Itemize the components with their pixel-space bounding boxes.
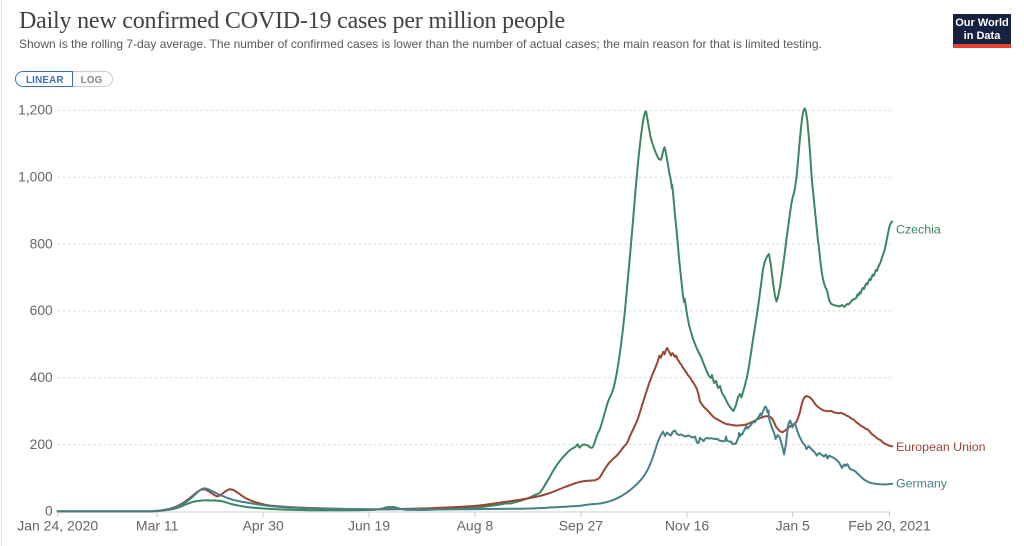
svg-text:0: 0 (45, 504, 53, 519)
svg-text:1,000: 1,000 (18, 169, 53, 184)
svg-text:European Union: European Union (896, 440, 986, 454)
svg-text:Sep 27: Sep 27 (559, 518, 604, 534)
svg-text:Nov 16: Nov 16 (665, 518, 710, 534)
svg-text:Feb 20, 2021: Feb 20, 2021 (848, 518, 931, 534)
svg-text:Czechia: Czechia (896, 223, 941, 237)
svg-text:400: 400 (30, 370, 53, 385)
svg-text:600: 600 (30, 303, 53, 318)
svg-text:Mar 11: Mar 11 (136, 518, 179, 534)
svg-text:Jun 19: Jun 19 (348, 518, 390, 534)
svg-text:1,200: 1,200 (18, 103, 53, 118)
svg-text:Germany: Germany (896, 477, 948, 491)
svg-text:Aug 8: Aug 8 (457, 518, 494, 534)
svg-text:Apr 30: Apr 30 (243, 518, 284, 534)
svg-text:Jan 5: Jan 5 (776, 518, 810, 534)
svg-text:Jan 24, 2020: Jan 24, 2020 (17, 518, 98, 534)
svg-text:800: 800 (30, 236, 53, 251)
svg-text:200: 200 (30, 437, 53, 452)
